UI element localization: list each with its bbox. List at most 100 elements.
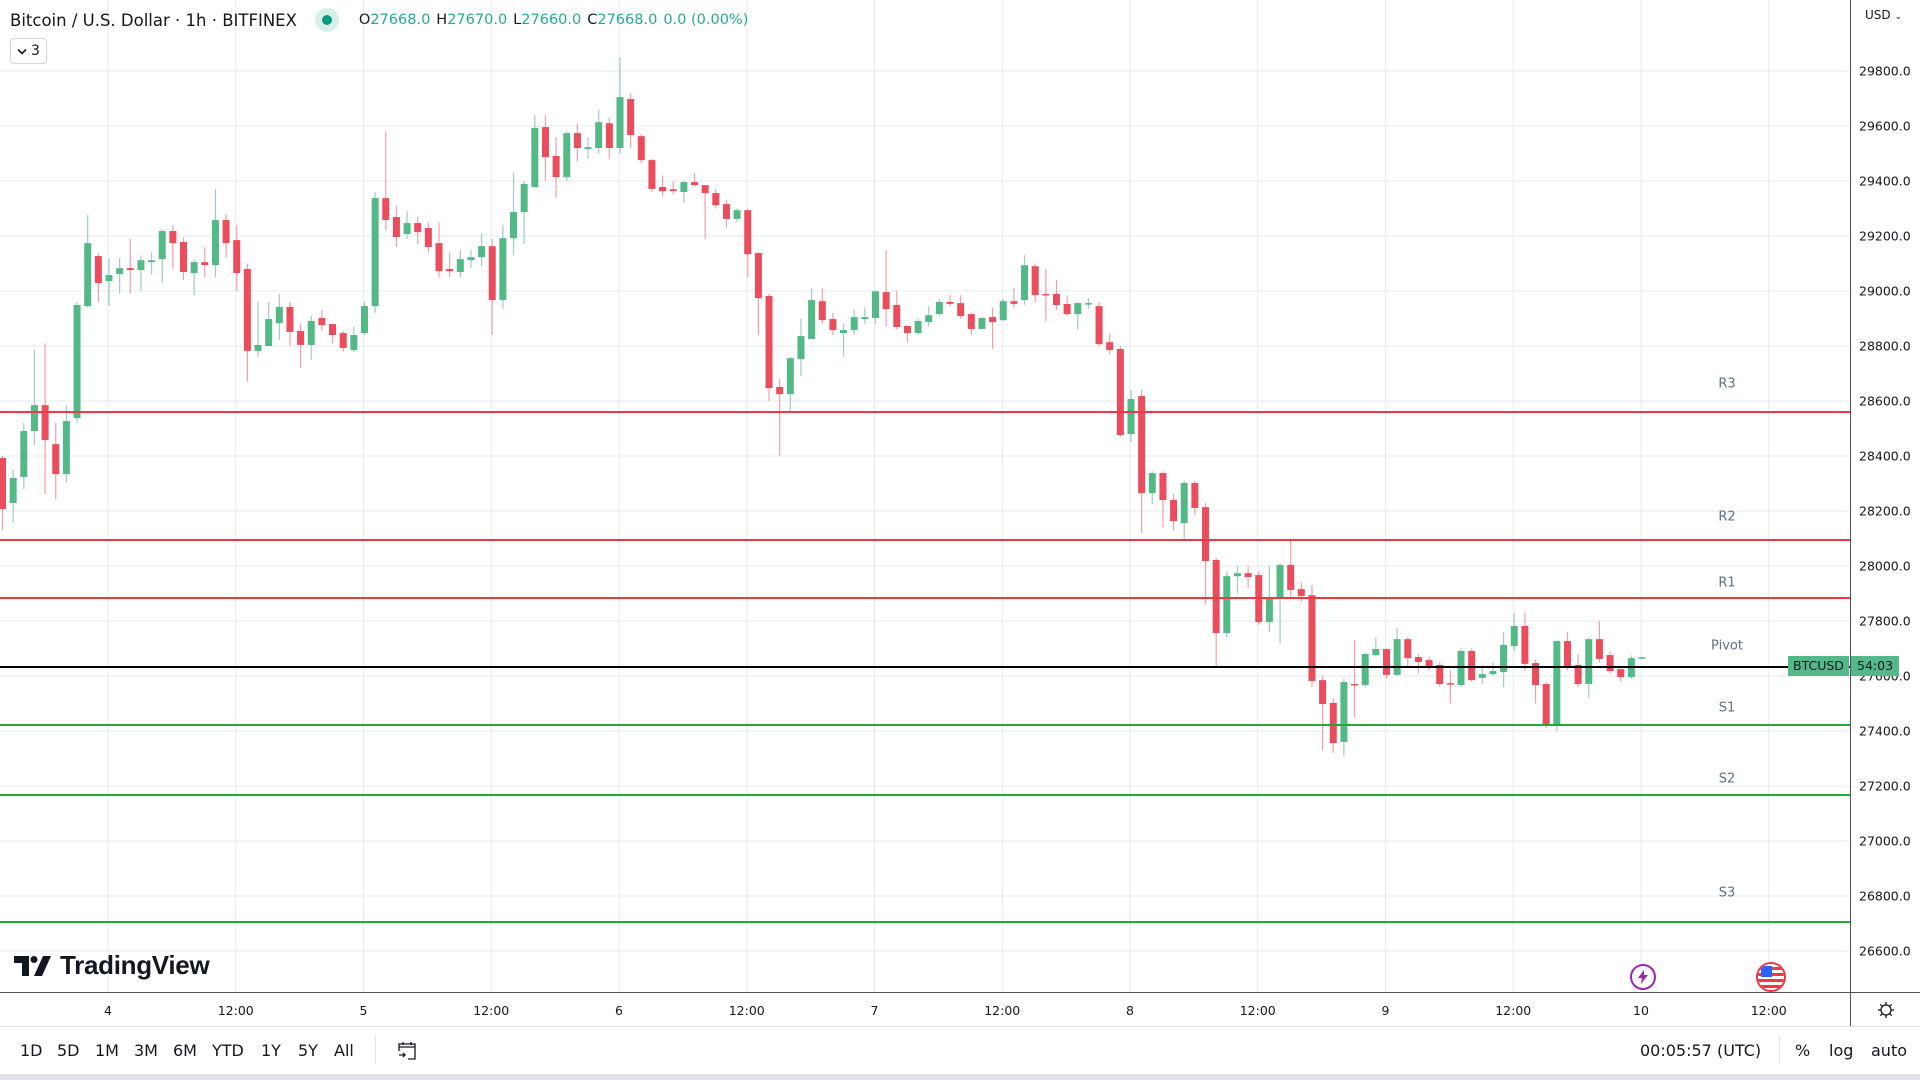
candle bbox=[648, 160, 656, 189]
candle bbox=[456, 259, 464, 273]
range-1m-button[interactable]: 1M bbox=[95, 1041, 119, 1060]
candle bbox=[339, 333, 347, 348]
candle bbox=[882, 292, 890, 310]
price-tick-label: 28000.0 bbox=[1859, 558, 1911, 574]
indicators-collapse-button[interactable]: 3 bbox=[10, 38, 47, 64]
range-6m-button[interactable]: 6M bbox=[173, 1041, 197, 1060]
range-ytd-button[interactable]: YTD bbox=[212, 1041, 244, 1060]
time-tick-label: 12:00 bbox=[1750, 1003, 1787, 1018]
candle bbox=[893, 305, 901, 328]
candle bbox=[1500, 644, 1508, 673]
candle bbox=[850, 317, 858, 331]
us-flag-icon[interactable] bbox=[1756, 962, 1786, 992]
candle bbox=[1276, 564, 1284, 598]
candle bbox=[488, 246, 496, 301]
range-1d-button[interactable]: 1D bbox=[20, 1041, 43, 1060]
candle bbox=[1393, 639, 1401, 675]
gear-icon bbox=[1878, 1002, 1894, 1018]
auto-scale-button[interactable]: auto bbox=[1871, 1041, 1908, 1060]
time-tick-label: 12:00 bbox=[1239, 1003, 1276, 1018]
price-tick-label: 26800.0 bbox=[1859, 888, 1911, 904]
price-tick-label: 27200.0 bbox=[1859, 778, 1911, 794]
candle bbox=[1223, 576, 1231, 634]
candle bbox=[158, 231, 166, 260]
candle bbox=[1212, 559, 1220, 634]
candle bbox=[73, 305, 81, 419]
log-scale-button[interactable]: log bbox=[1829, 1041, 1854, 1060]
candle bbox=[1606, 655, 1614, 672]
candle bbox=[1563, 641, 1571, 667]
candle bbox=[957, 303, 965, 317]
candle bbox=[669, 189, 677, 192]
candle bbox=[1542, 683, 1550, 725]
candle bbox=[584, 147, 592, 150]
range-1y-button[interactable]: 1Y bbox=[261, 1041, 281, 1060]
candle bbox=[744, 210, 752, 255]
percent-scale-button[interactable]: % bbox=[1795, 1041, 1811, 1060]
calendar-arrow-icon[interactable] bbox=[396, 1041, 418, 1065]
range-3m-button[interactable]: 3M bbox=[134, 1041, 158, 1060]
candle bbox=[1468, 650, 1476, 681]
candle bbox=[1308, 595, 1316, 681]
candle bbox=[1010, 301, 1018, 304]
candle bbox=[201, 262, 209, 266]
candle bbox=[1574, 665, 1582, 684]
candle bbox=[765, 295, 773, 389]
price-tick-label: 29400.0 bbox=[1859, 173, 1911, 189]
candle bbox=[1148, 473, 1156, 494]
time-tick-label: 12:00 bbox=[473, 1003, 510, 1018]
candle bbox=[1361, 654, 1369, 686]
candle bbox=[1233, 573, 1241, 577]
candle bbox=[1595, 639, 1603, 659]
tradingview-logo[interactable]: TradingView bbox=[14, 950, 210, 981]
time-tick-label: 12:00 bbox=[728, 1003, 765, 1018]
candle bbox=[861, 317, 869, 320]
candle bbox=[722, 204, 730, 219]
candle bbox=[510, 212, 518, 239]
candle bbox=[1287, 564, 1295, 590]
pivot-label-s1: S1 bbox=[1718, 700, 1736, 716]
chart-pane[interactable]: Bitcoin / U.S. Dollar · 1h · BITFINEX O2… bbox=[0, 0, 1850, 992]
chart-settings-button[interactable] bbox=[1850, 992, 1920, 1027]
candle bbox=[573, 133, 581, 148]
candle bbox=[105, 275, 113, 282]
candle bbox=[20, 430, 28, 477]
candle bbox=[116, 268, 124, 274]
candle bbox=[914, 320, 922, 334]
candle bbox=[754, 253, 762, 299]
currency-selector[interactable]: USD ⌄ bbox=[1865, 8, 1903, 22]
candle bbox=[126, 268, 134, 271]
bottom-strip bbox=[0, 1074, 1920, 1080]
price-tick-label: 27400.0 bbox=[1859, 723, 1911, 739]
time-axis[interactable]: 4 12:00 5 12:00 6 12:00 7 12:00 8 12:00 9 12:00 10 12… bbox=[0, 992, 1850, 1027]
candle bbox=[818, 301, 826, 321]
candle bbox=[1138, 396, 1146, 494]
candle bbox=[1585, 639, 1593, 684]
tradingview-wordmark: TradingView bbox=[60, 950, 210, 980]
range-5y-button[interactable]: 5Y bbox=[298, 1041, 318, 1060]
range-5d-button[interactable]: 5D bbox=[57, 1041, 80, 1060]
symbol-title[interactable]: Bitcoin / U.S. Dollar · 1h · BITFINEX bbox=[10, 10, 297, 30]
candle bbox=[1404, 639, 1412, 659]
lightning-icon[interactable] bbox=[1630, 964, 1656, 990]
candlestick-chart[interactable] bbox=[0, 0, 1850, 992]
symbol-legend: Bitcoin / U.S. Dollar · 1h · BITFINEX O2… bbox=[10, 8, 754, 32]
candle bbox=[211, 220, 219, 266]
candle bbox=[733, 210, 741, 219]
clock-utc[interactable]: 00:05:57 (UTC) bbox=[1640, 1041, 1762, 1060]
candle bbox=[1095, 306, 1103, 345]
price-axis[interactable]: USD ⌄ 29800.0 29600.0 29400.0 29200.0 29000.… bbox=[1850, 0, 1920, 992]
ohlc-high: H27670.0 bbox=[436, 12, 508, 28]
candle bbox=[190, 262, 198, 274]
market-status-icon[interactable] bbox=[314, 8, 339, 32]
tradingview-logo-icon bbox=[14, 955, 51, 976]
candle bbox=[605, 123, 613, 148]
candle bbox=[286, 306, 294, 332]
candle bbox=[840, 330, 848, 334]
candle bbox=[1329, 702, 1337, 744]
candle bbox=[1489, 671, 1497, 675]
price-tick-label: 26600.0 bbox=[1859, 943, 1911, 959]
range-all-button[interactable]: All bbox=[334, 1041, 354, 1060]
time-tick-label: 8 bbox=[1126, 1003, 1134, 1018]
candle bbox=[350, 335, 358, 351]
